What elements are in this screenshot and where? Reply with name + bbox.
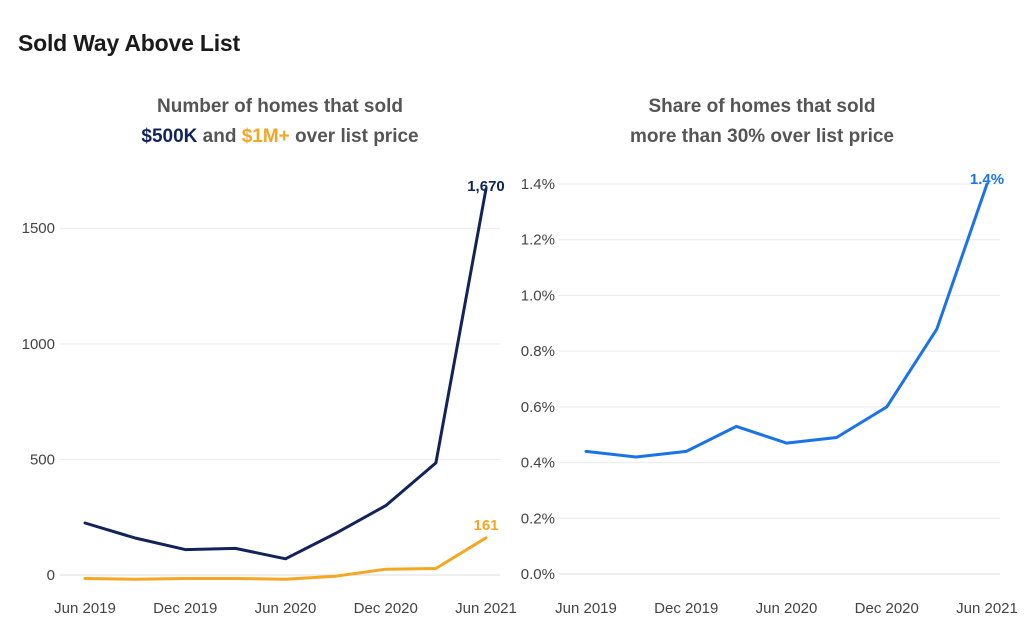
- y-tick-label: 1000: [22, 336, 55, 353]
- series-line-0: [83, 187, 488, 561]
- end-value-label: 1,670: [467, 178, 505, 195]
- page-title: Sold Way Above List: [18, 30, 240, 56]
- title-series-500k: $500K: [141, 126, 198, 147]
- y-tick-label: 0: [47, 567, 55, 584]
- title-suffix: over list price: [289, 126, 419, 147]
- x-tick-label: Jun 2021: [455, 600, 517, 617]
- left-chart: 0 500 1000 1500 Jun 2019 Dec 2019 Jun 2020 Dec …: [22, 178, 517, 617]
- title-connector: and: [197, 126, 242, 147]
- left-chart-title-line1: Number of homes that sold: [157, 96, 403, 117]
- x-tick-label: Jun 2019: [555, 600, 617, 617]
- right-chart: 0.0% 0.2% 0.4% 0.6% 0.8% 1.0% 1.2% 1.4% Jun 2019…: [521, 171, 1018, 617]
- x-tick-label: Jun 2021: [956, 600, 1018, 617]
- y-tick-label: 0.6%: [521, 399, 555, 416]
- x-tick-label: Jun 2020: [756, 600, 818, 617]
- left-chart-title-line2: $500K and $1M+ over list price: [60, 122, 500, 152]
- x-tick-label: Dec 2020: [354, 600, 418, 617]
- left-chart-title: Number of homes that sold $500K and $1M+…: [60, 92, 500, 152]
- series-line-1: [83, 536, 488, 581]
- y-tick-label: 500: [30, 451, 55, 468]
- x-tick-label: Dec 2020: [855, 600, 919, 617]
- x-tick-label: Dec 2019: [654, 600, 718, 617]
- y-tick-label: 0.4%: [521, 455, 555, 472]
- x-tick-label: Jun 2020: [255, 600, 317, 617]
- y-tick-label: 1.0%: [521, 287, 555, 304]
- x-tick-label: Dec 2019: [153, 600, 217, 617]
- y-tick-label: 0.8%: [521, 343, 555, 360]
- right-chart-title: Share of homes that sold more than 30% o…: [542, 92, 982, 152]
- x-tick-label: Jun 2019: [54, 600, 116, 617]
- right-chart-title-line1: Share of homes that sold: [648, 96, 876, 117]
- end-value-label: 1.4%: [970, 171, 1004, 188]
- y-tick-label: 1.2%: [521, 232, 555, 249]
- y-tick-label: 1.4%: [521, 176, 555, 193]
- end-value-label: 161: [473, 517, 498, 534]
- y-tick-label: 0.0%: [521, 566, 555, 583]
- right-chart-title-line2: more than 30% over list price: [630, 126, 894, 147]
- title-series-1m: $1M+: [241, 126, 290, 147]
- series-line-0: [584, 182, 989, 459]
- y-tick-label: 1500: [22, 220, 55, 237]
- y-tick-label: 0.2%: [521, 510, 555, 527]
